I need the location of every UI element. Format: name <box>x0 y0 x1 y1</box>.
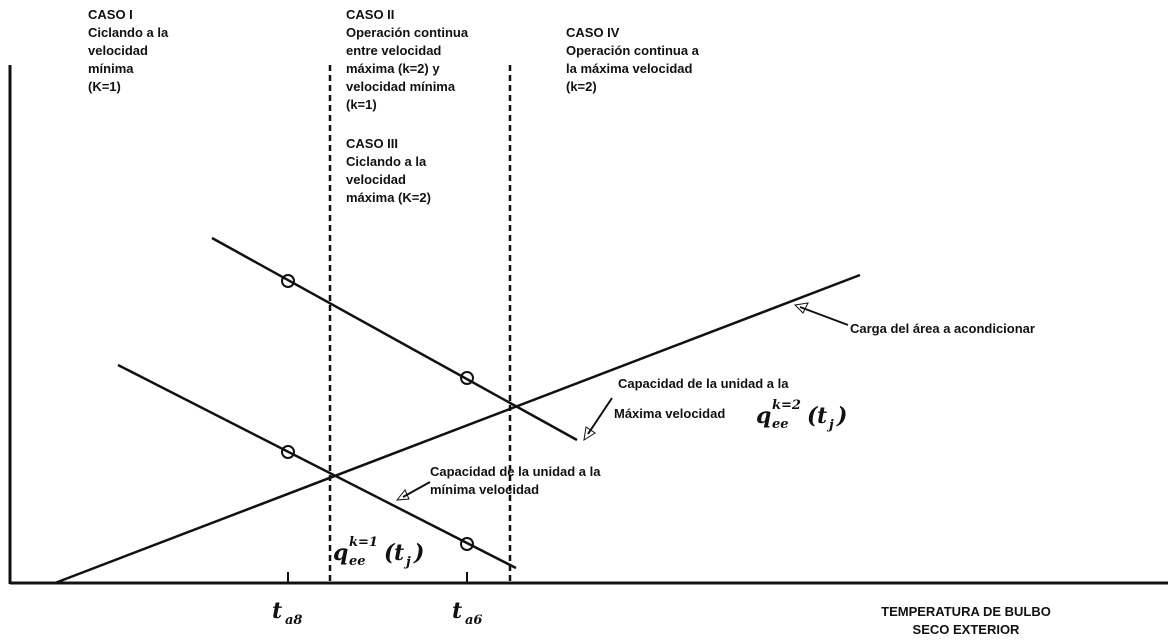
case-text: Ciclando a la <box>88 25 169 40</box>
arrowhead <box>583 426 596 442</box>
case-text: la máxima velocidad <box>566 61 693 76</box>
formula-sub: ee <box>772 417 789 432</box>
point <box>281 274 295 288</box>
formula-sup: k=1 <box>349 535 378 550</box>
formula-paren: ( <box>384 540 396 566</box>
case: CASO III Ciclando a la velocidad máxima … <box>346 136 431 205</box>
label: Máxima velocidad <box>614 406 725 421</box>
formula-sup: k=2 <box>772 398 801 413</box>
formula-sub: ee <box>349 554 366 569</box>
point <box>460 537 474 551</box>
case-text: Operación continua <box>346 25 469 40</box>
formula-paren: ( <box>807 403 819 429</box>
label: Carga del área a acondicionar <box>850 321 1035 336</box>
case-text: máxima (K=2) <box>346 190 431 205</box>
case-text: mínima <box>88 61 134 76</box>
formula: q k=2 ee ( t j ) <box>756 398 847 433</box>
min-capacity-line <box>117 363 517 570</box>
case: CASO I Ciclando a la velocidad mínima (K… <box>88 7 169 94</box>
case-text: velocidad <box>346 172 406 187</box>
formula-sub: j <box>403 555 411 570</box>
case-title: CASO II <box>346 7 394 22</box>
label: Capacidad de la unidad a la <box>618 376 789 391</box>
case-title: CASO I <box>88 7 133 22</box>
case-text: entre velocidad <box>346 43 441 58</box>
formula-paren: ) <box>836 403 847 429</box>
formula-base: q <box>333 540 348 566</box>
tick-base: t <box>452 598 462 624</box>
load-line <box>54 273 861 585</box>
tick-sub: a6 <box>465 613 482 628</box>
arrowhead <box>395 489 410 501</box>
case-title: CASO IV <box>566 25 620 40</box>
formula-base: q <box>756 403 771 429</box>
case-text: velocidad mínima <box>346 79 456 94</box>
tick-sub: a8 <box>285 613 302 628</box>
x-tick-label: t a6 <box>452 598 482 628</box>
max-capacity-line <box>211 236 578 442</box>
x-axis-title: TEMPERATURA DE BULBO <box>881 604 1051 619</box>
case-text: (k=2) <box>566 79 597 94</box>
tick-base: t <box>272 598 282 624</box>
arrow <box>587 397 613 435</box>
point <box>281 445 295 459</box>
case: CASO IV Operación continua a la máxima v… <box>566 25 700 94</box>
case-title: CASO III <box>346 136 398 151</box>
formula-arg: t <box>817 403 827 429</box>
formula-sub: j <box>826 418 834 433</box>
formula: q k=1 ee ( t j ) <box>333 535 424 570</box>
case-text: máxima (k=2) y <box>346 61 440 76</box>
arrowhead <box>793 302 809 314</box>
formula-paren: ) <box>413 540 424 566</box>
formula-arg: t <box>394 540 404 566</box>
arrow <box>799 306 849 326</box>
case-text: Operación continua a <box>566 43 700 58</box>
case-text: Ciclando a la <box>346 154 427 169</box>
point <box>460 371 474 385</box>
case-text: (k=1) <box>346 97 377 112</box>
label: mínima velocidad <box>430 482 539 497</box>
x-axis-title: SECO EXTERIOR <box>913 622 1021 637</box>
label: Capacidad de la unidad a la <box>430 464 601 479</box>
case: CASO II Operación continua entre velocid… <box>346 7 469 112</box>
case-text: velocidad <box>88 43 148 58</box>
x-tick-label: t a8 <box>272 598 302 628</box>
case-text: (K=1) <box>88 79 121 94</box>
